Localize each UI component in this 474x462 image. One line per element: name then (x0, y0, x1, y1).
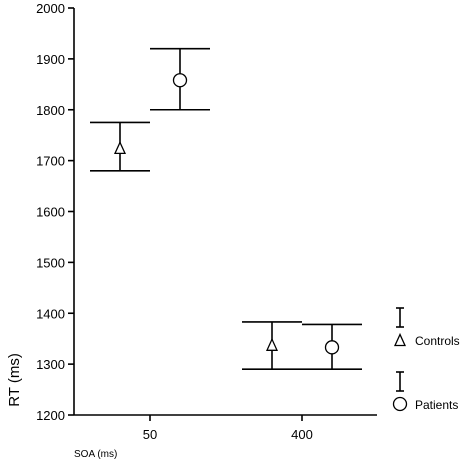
legend-label: Controls (415, 334, 460, 348)
x-axis-title: SOA (ms) (74, 449, 117, 460)
legend-item-patients: Patients (392, 371, 458, 412)
legend-label: Patients (415, 398, 458, 412)
y-tick-label: 1900 (36, 52, 65, 67)
circle-marker (172, 73, 188, 88)
x-tick-label: 400 (291, 427, 313, 442)
y-axis-ticks: 1200 1300 1400 1500 1600 1700 1800 1900 2000 (36, 1, 74, 423)
y-tick-label: 1400 (36, 306, 65, 321)
legend-item-controls: Controls (393, 307, 460, 348)
y-tick-label: 1600 (36, 205, 65, 220)
triangle-marker (113, 140, 127, 155)
triangle-marker (265, 337, 279, 351)
y-tick-label: 1500 (36, 255, 65, 270)
legend: Controls Patients (392, 307, 460, 412)
y-axis-title: RT (ms) (6, 353, 23, 407)
y-tick-label: 1700 (36, 154, 65, 169)
controls-point-group (90, 121, 150, 172)
patients-point-group (302, 323, 362, 371)
patients-point-group (150, 47, 210, 111)
data-marks (90, 47, 362, 371)
y-tick-label: 1300 (36, 357, 65, 372)
legend-marker (393, 332, 407, 347)
x-tick-label: 50 (143, 427, 157, 442)
y-tick-label: 1800 (36, 103, 65, 118)
x-axis-ticks: 50 400 (143, 415, 313, 442)
legend-marker (392, 396, 408, 412)
y-tick-label: 2000 (36, 1, 65, 16)
controls-point-group (242, 321, 302, 371)
circle-marker (324, 340, 340, 355)
y-tick-label: 1200 (36, 408, 65, 423)
